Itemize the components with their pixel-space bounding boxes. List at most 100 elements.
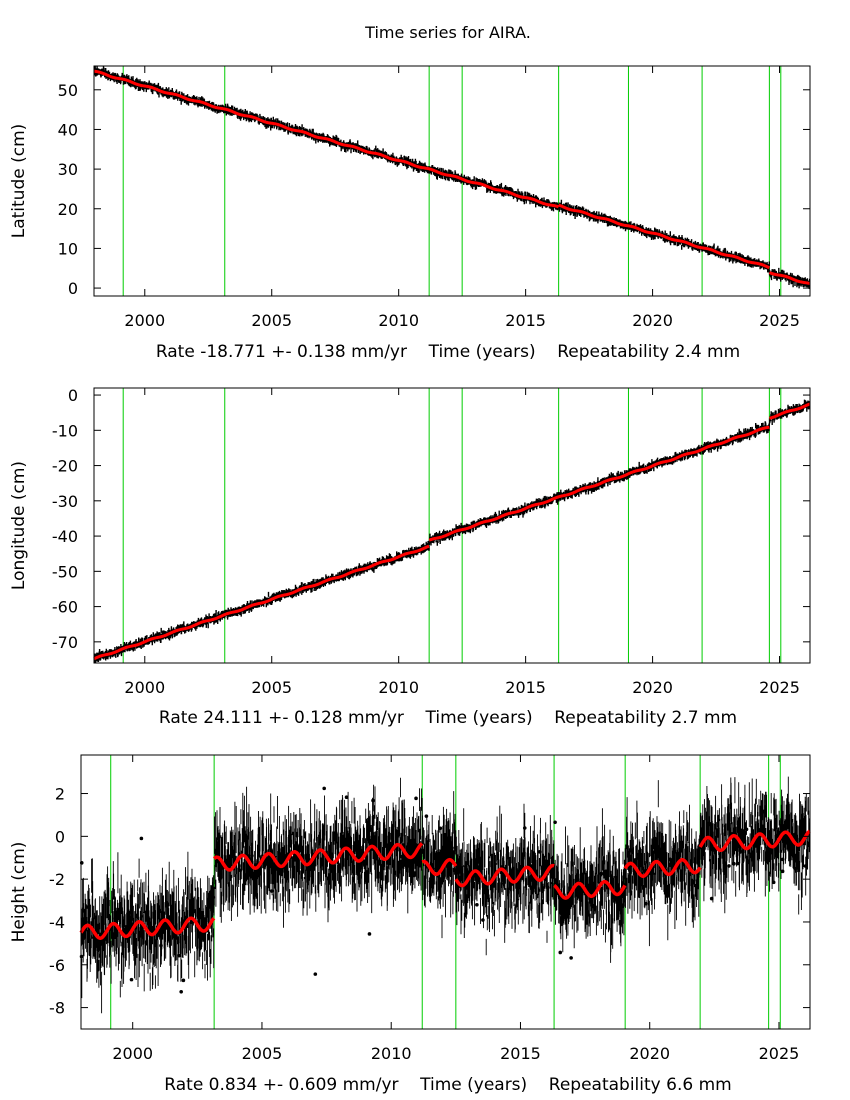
latitude-x-tick-label: 2025 [759,311,800,330]
height-observation-point [414,796,418,801]
height-y-tick-label: -2 [49,870,65,889]
height-y-tick-label: 2 [55,785,65,804]
longitude-event-lines [122,388,782,663]
height-observation-point [424,814,429,818]
latitude-x-tick-label: 2020 [632,311,673,330]
height-observation-point [744,827,749,832]
height-observation-point [177,953,181,958]
height-observation-point [676,854,681,859]
height-observation-point [211,895,216,900]
longitude-y-tick-label: -30 [52,492,78,511]
height-observation-point [238,868,242,872]
height-observation-point [139,836,144,841]
height-observation-point [250,853,254,858]
latitude-x-axis-label: Rate -18.771 +- 0.138 mm/yr Time (years)… [156,342,740,362]
height-observation-point [537,850,542,854]
height-y-axis-label: Height (cm) [9,842,29,943]
height-observation-point [636,856,640,860]
height-plot-frame [80,754,811,1030]
height-observation-point [481,918,485,922]
height-observation-point [84,905,89,909]
height-y-tick-label: -6 [49,956,65,975]
height-observation-point [362,862,367,867]
height-observation-point [558,950,563,955]
latitude-event-lines [122,66,782,296]
latitude-y-tick-label: 40 [58,120,78,139]
latitude-y-axis-label: Latitude (cm) [9,124,29,239]
latitude-y-tick-label: 20 [58,200,78,219]
latitude-x-tick-label: 2005 [251,311,292,330]
figure-title: Time series for AIRA. [364,23,531,42]
longitude-y-tick-label: -10 [52,421,78,440]
height-observation-point [371,798,375,803]
height-observation-point [599,871,604,876]
height-observation-point [438,826,443,831]
height-y-tick-label: -8 [49,999,65,1018]
height-observation-point [399,854,403,859]
latitude-model-line [94,69,811,285]
longitude-x-axis-label: Rate 24.111 +- 0.128 mm/yr Time (years) … [159,708,737,728]
latitude-x-ticks: 2000 2005 2010 2015 2020 2025 [124,66,800,330]
latitude-x-tick-label: 2010 [378,311,419,330]
height-model-line [79,829,811,940]
height-x-tick-label: 2000 [112,1044,153,1063]
height-x-tick-label: 2015 [500,1044,541,1063]
latitude-y-tick-label: 50 [58,81,78,100]
height-x-ticks: 2000 2005 2010 2015 2020 2025 [112,755,799,1063]
height-x-axis-label: Rate 0.834 +- 0.609 mm/yr Time (years) R… [164,1075,731,1095]
height-observation-point [771,880,776,885]
longitude-plot-frame [93,387,811,664]
longitude-x-tick-label: 2020 [632,678,673,697]
height-observation-point [179,989,183,994]
latitude-y-ticks: 0 10 20 30 40 50 [58,81,810,298]
height-observation-point [270,889,274,893]
height-observation-point [313,972,318,976]
height-y-tick-label: -4 [49,913,65,932]
height-observation-point [735,861,740,866]
latitude-y-tick-label: 10 [58,239,78,258]
height-x-tick-label: 2010 [371,1044,412,1063]
height-x-tick-label: 2020 [629,1044,670,1063]
height-observation-point [344,795,349,800]
height-observation-point [650,871,654,876]
height-panel: 2000 2005 2010 2015 2020 2025 2 0 -2 -4 -6 -8 Heig… [9,754,811,1095]
height-observation-point [181,978,186,983]
height-observation-point [727,864,731,868]
longitude-y-tick-label: -60 [52,598,78,617]
height-observation-point [668,857,673,862]
latitude-y-tick-label: 30 [58,160,78,179]
height-observation-point [113,916,118,921]
longitude-y-tick-label: -50 [52,562,78,581]
height-observation-point [656,850,661,855]
height-observation-point [709,896,714,901]
height-observation-point [367,932,372,936]
height-observation-point [159,943,163,948]
height-y-ticks: 2 0 -2 -4 -6 -8 [49,785,810,1018]
height-observation-point [129,977,134,982]
longitude-y-tick-label: -20 [52,457,78,476]
height-observation-point [569,956,573,960]
longitude-panel: 2000 2005 2010 2015 2020 2025 0 -10 -20 -30 -40 -5… [9,386,811,728]
latitude-y-tick-label: 0 [68,279,78,298]
longitude-x-ticks: 2000 2005 2010 2015 2020 2025 [124,388,800,697]
height-observation-point [322,786,326,791]
longitude-y-tick-label: 0 [68,386,78,405]
height-observation-point [780,869,785,874]
longitude-x-tick-label: 2000 [124,678,165,697]
height-x-tick-label: 2005 [242,1044,283,1063]
longitude-y-ticks: 0 -10 -20 -30 -40 -50 -60 -70 [52,386,810,652]
longitude-x-tick-label: 2010 [378,678,419,697]
height-observation-point [553,820,557,825]
height-observation-point [803,864,808,868]
height-observation-point [732,861,736,866]
height-observation-point [475,902,479,907]
longitude-y-axis-label: Longitude (cm) [9,461,29,590]
height-observation-point [780,857,785,862]
height-x-tick-label: 2025 [759,1044,800,1063]
longitude-x-tick-label: 2015 [505,678,546,697]
longitude-model-line [93,402,811,661]
latitude-x-tick-label: 2015 [505,311,546,330]
latitude-x-tick-label: 2000 [124,311,165,330]
height-observation-point [79,861,84,865]
